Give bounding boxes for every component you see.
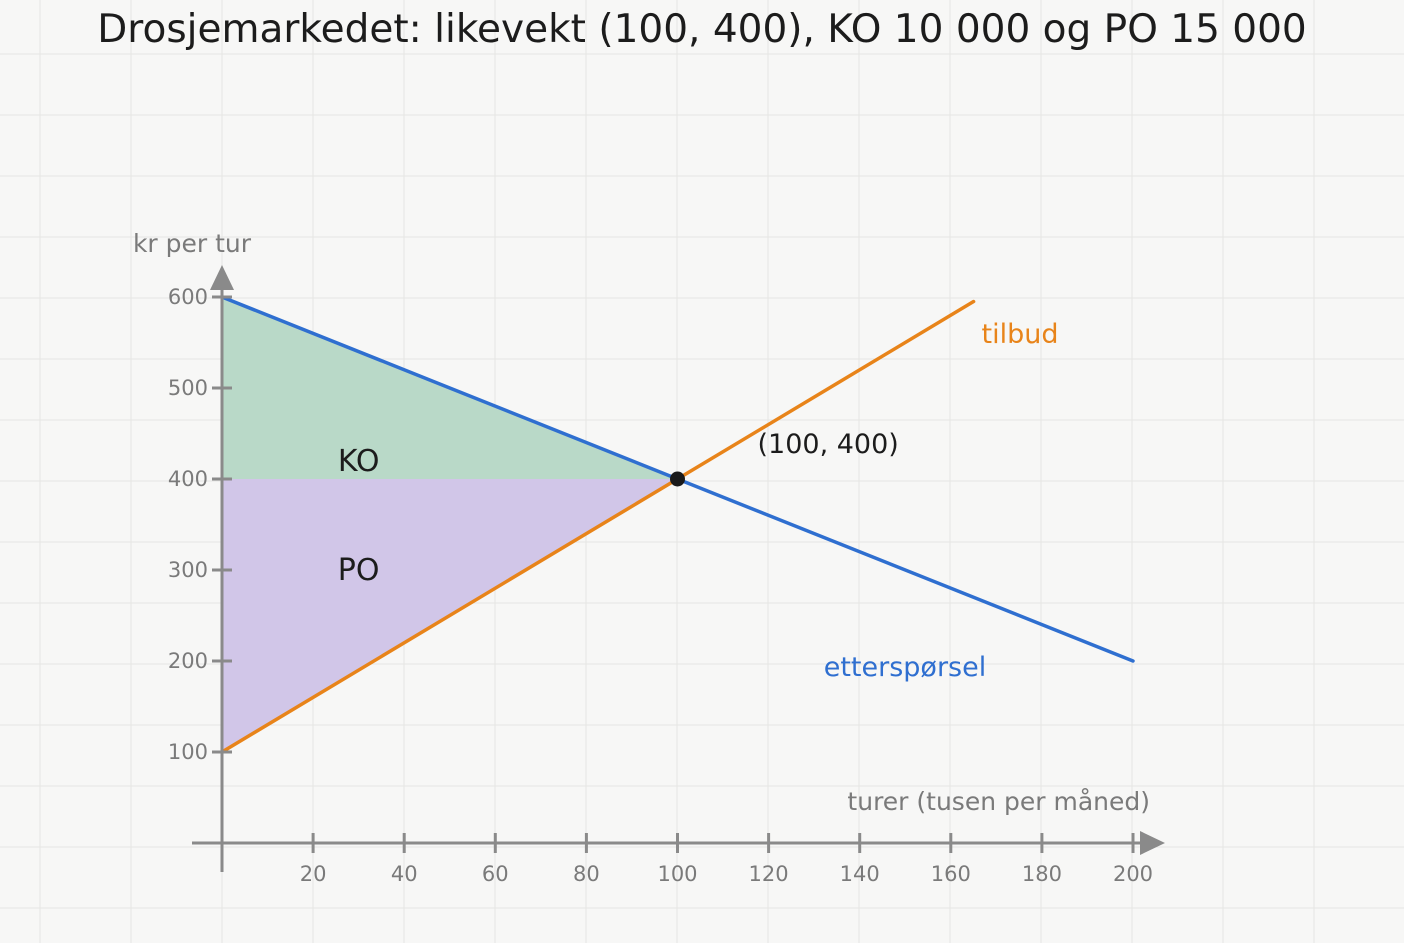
y-axis-arrow [210, 265, 234, 290]
series-label-demand: etterspørsel [824, 652, 987, 683]
y-tick-label: 600 [168, 285, 208, 309]
x-tick-label: 180 [1022, 862, 1062, 886]
x-tick-label: 140 [840, 862, 880, 886]
x-axis-arrow [1140, 831, 1165, 855]
chart-title: Drosjemarkedet: likevekt (100, 400), KO … [97, 7, 1307, 52]
po-label: PO [338, 553, 380, 588]
x-tick-label: 100 [657, 862, 697, 886]
equilibrium-point [670, 471, 685, 487]
axis-ticks: 20 40 60 80 100 120 140 160 180 200 100 200 300 400 50… [168, 285, 1153, 886]
axes [192, 265, 1165, 872]
ko-label: KO [338, 444, 380, 479]
x-tick-label: 120 [749, 862, 789, 886]
x-tick-label: 80 [573, 862, 600, 886]
y-tick-label: 300 [168, 558, 208, 582]
y-axis-label: kr per tur [133, 229, 252, 258]
x-tick-label: 60 [482, 862, 509, 886]
x-tick-label: 200 [1113, 862, 1153, 886]
y-tick-label: 200 [168, 649, 208, 673]
equilibrium-label: (100, 400) [758, 429, 899, 460]
series-label-supply: tilbud [982, 319, 1059, 350]
chart-labels: Drosjemarkedet: likevekt (100, 400), KO … [97, 7, 1307, 816]
y-tick-label: 100 [168, 740, 208, 764]
x-axis-label: turer (tusen per måned) [847, 787, 1150, 816]
series-line-supply [220, 299, 976, 754]
x-tick-label: 40 [391, 862, 418, 886]
series-lines [220, 295, 1135, 754]
y-tick-label: 500 [168, 376, 208, 400]
x-tick-label: 20 [300, 862, 327, 886]
y-tick-label: 400 [168, 467, 208, 491]
x-tick-label: 160 [931, 862, 971, 886]
